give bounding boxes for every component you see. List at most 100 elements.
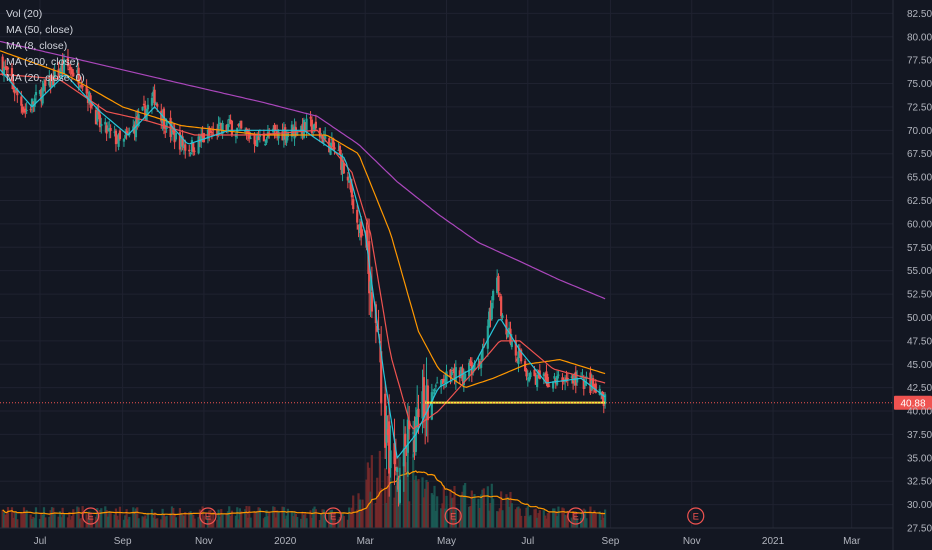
- candle-body: [104, 121, 107, 125]
- candle-body: [525, 369, 528, 377]
- candle-body: [305, 118, 308, 133]
- volume-bar: [518, 508, 521, 528]
- candle-body: [360, 221, 363, 238]
- candle-body: [276, 131, 279, 135]
- volume-bar: [576, 518, 579, 528]
- volume-bar: [210, 519, 214, 528]
- volume-bar: [206, 516, 210, 528]
- candle-body: [142, 103, 146, 106]
- volume-bar: [70, 515, 74, 528]
- volume-bar: [441, 503, 444, 528]
- candle-body: [309, 117, 312, 119]
- volume-bar: [228, 506, 231, 528]
- candle-body: [181, 136, 184, 146]
- legend-item-ma20[interactable]: MA (20, close, 0): [6, 72, 85, 84]
- candle-body: [161, 112, 164, 124]
- candle-body: [164, 131, 167, 133]
- volume-bar: [376, 477, 379, 528]
- candle-body: [324, 134, 327, 139]
- volume-bar: [508, 506, 511, 528]
- candle-body: [342, 162, 345, 174]
- y-tick-label: 67.50: [907, 149, 932, 160]
- candle-body: [397, 481, 400, 490]
- volume-bar: [366, 462, 369, 528]
- volume-bar: [174, 517, 178, 528]
- volume-bar: [374, 502, 377, 528]
- volume-bar: [440, 508, 443, 528]
- candle-body: [170, 127, 174, 135]
- indicator-legend[interactable]: Vol (20) MA (50, close) MA (8, close) MA…: [6, 6, 85, 86]
- volume-bar: [553, 508, 556, 528]
- candle-body: [398, 479, 401, 503]
- legend-item-ma8[interactable]: MA (8, close): [6, 40, 68, 52]
- legend-item-ma50[interactable]: MA (50, close): [6, 24, 74, 36]
- candle-body: [349, 182, 352, 190]
- volume-bar: [478, 507, 481, 528]
- candle-body: [225, 124, 228, 130]
- earnings-marker-label: E: [573, 512, 579, 523]
- candle-body: [220, 123, 223, 131]
- candle-body: [156, 104, 159, 107]
- volume-bar: [462, 485, 465, 528]
- x-tick-label: Sep: [602, 536, 620, 547]
- volume-bar: [125, 509, 128, 528]
- candle-body: [557, 374, 560, 376]
- volume-bar: [433, 485, 436, 528]
- volume-bar: [72, 509, 75, 528]
- candle-body: [348, 180, 351, 183]
- candle-body: [76, 69, 79, 73]
- volume-bar: [193, 518, 196, 528]
- volume-bar: [162, 514, 166, 528]
- candle-body: [182, 145, 186, 149]
- volume-bar: [566, 510, 569, 528]
- volume-bar: [152, 517, 155, 528]
- candle-body: [118, 130, 122, 139]
- volume-bar: [5, 513, 8, 528]
- candle-body: [442, 378, 445, 383]
- volume-bar: [10, 507, 14, 528]
- volume-bar: [573, 515, 576, 528]
- candle-body: [369, 281, 372, 291]
- volume-bar: [146, 512, 150, 528]
- volume-bar: [294, 513, 297, 528]
- candle-body: [34, 92, 38, 96]
- legend-item-ma200[interactable]: MA (200, close): [6, 56, 79, 68]
- candle-body: [20, 96, 23, 106]
- candle-body: [570, 376, 573, 379]
- candle-body: [561, 377, 564, 382]
- candle-body: [273, 124, 276, 131]
- volume-bar: [156, 518, 159, 528]
- candle-body: [573, 374, 576, 382]
- candle-body: [70, 69, 74, 75]
- volume-bar: [490, 483, 493, 528]
- candle-body: [488, 311, 491, 328]
- candle-body: [433, 389, 436, 391]
- legend-item-vol[interactable]: Vol (20): [6, 8, 43, 20]
- y-tick-label: 82.50: [907, 9, 932, 20]
- x-tick-label: Sep: [114, 536, 132, 547]
- y-tick-label: 72.50: [907, 102, 932, 113]
- candle-body: [117, 133, 120, 147]
- candle-body: [94, 110, 98, 124]
- volume-bar: [416, 480, 419, 528]
- volume-bar: [128, 516, 131, 528]
- candle-body: [209, 130, 212, 134]
- volume-bar: [49, 510, 52, 528]
- candle-body: [206, 129, 210, 139]
- volume-bar: [454, 507, 457, 528]
- volume-bar: [329, 510, 332, 528]
- candle-body: [190, 140, 194, 152]
- volume-bar: [460, 495, 463, 528]
- volume-bar: [534, 508, 537, 528]
- volume-bar: [145, 518, 148, 528]
- volume-bar: [216, 519, 219, 528]
- y-tick-label: 80.00: [907, 32, 932, 43]
- volume-bar: [488, 510, 491, 528]
- earnings-marker: [82, 507, 100, 525]
- volume-bar: [349, 512, 352, 528]
- candle-body: [425, 385, 428, 412]
- y-tick-label: 32.50: [907, 477, 932, 488]
